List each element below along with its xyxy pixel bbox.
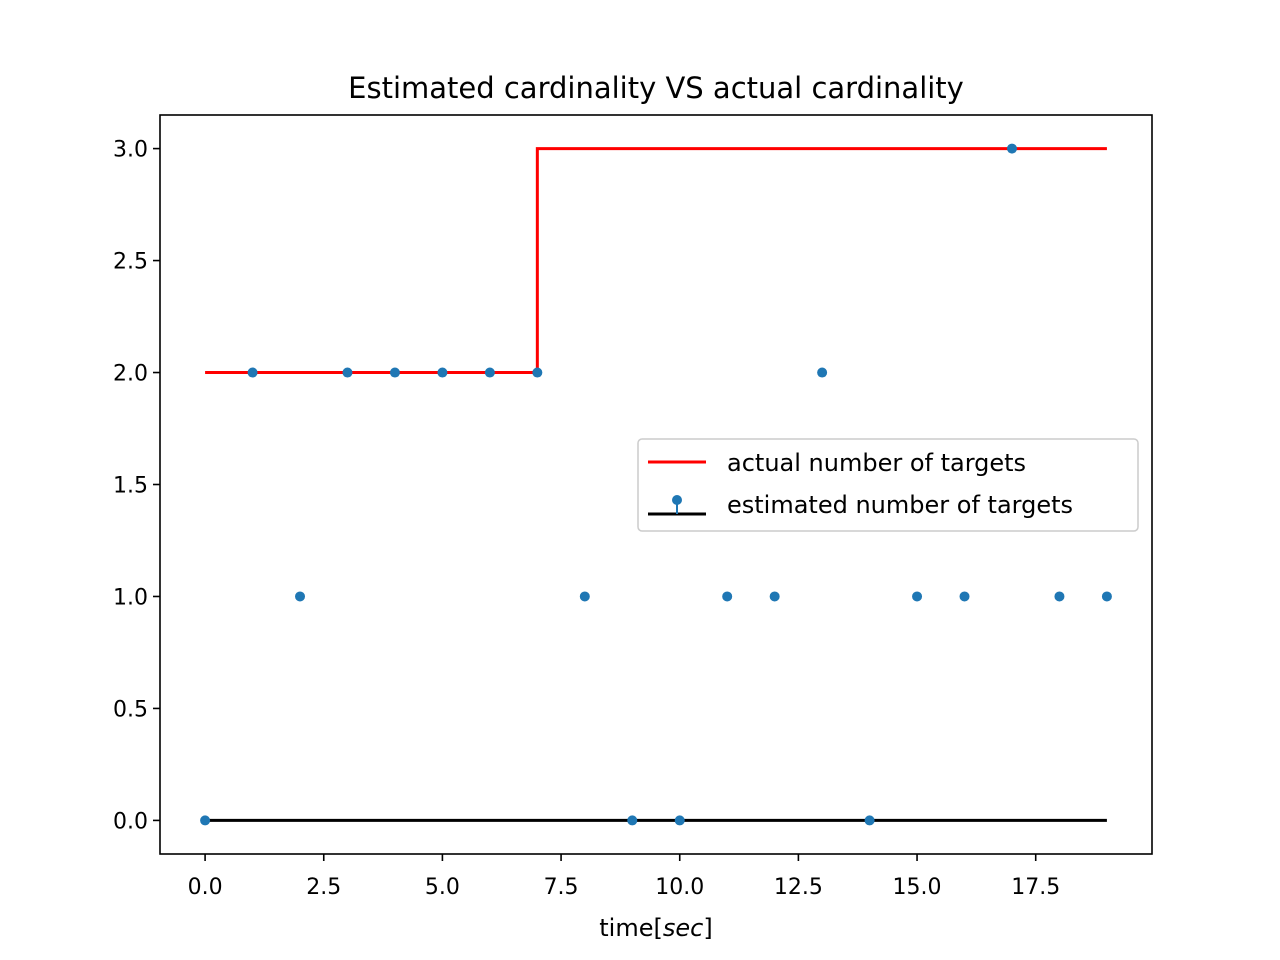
- series-estimated-point: [295, 591, 306, 602]
- series-estimated-point: [864, 815, 875, 826]
- series-estimated-point: [627, 815, 638, 826]
- series-estimated-point: [247, 367, 258, 378]
- x-tick-label: 2.5: [306, 875, 341, 900]
- chart-title: Estimated cardinality VS actual cardinal…: [348, 71, 964, 105]
- x-axis-label-close-bracket: ]: [703, 914, 712, 942]
- legend-box: [637, 438, 1139, 532]
- x-axis-label: time[sec]: [599, 914, 712, 942]
- x-tick-label: 0.0: [188, 875, 223, 900]
- plot-content: [200, 143, 1112, 826]
- series-estimated-point: [200, 815, 211, 826]
- x-axis-label-open-bracket: [: [654, 914, 663, 942]
- y-tick-label: 3.0: [113, 138, 148, 163]
- series-estimated-point: [817, 367, 828, 378]
- y-tick-label: 0.5: [113, 697, 148, 722]
- x-axis: 0.0 2.5 5.0 7.5 10.0 12.5 15.0 17.5: [188, 854, 1060, 900]
- x-tick-label: 5.0: [425, 875, 460, 900]
- x-tick-label: 12.5: [774, 875, 823, 900]
- y-tick-label: 2.5: [113, 250, 148, 275]
- y-tick-label: 1.5: [113, 474, 148, 499]
- series-estimated-point: [389, 367, 400, 378]
- legend: actual number of targets estimated numbe…: [637, 438, 1139, 532]
- series-estimated-point: [532, 367, 543, 378]
- series-estimated-point: [1054, 591, 1065, 602]
- x-axis-label-text: time: [599, 914, 653, 942]
- x-tick-label: 7.5: [544, 875, 579, 900]
- series-estimated-point: [1006, 143, 1017, 154]
- series-estimated-point: [769, 591, 780, 602]
- series-estimated-point: [484, 367, 495, 378]
- x-axis-label-unit: sec: [663, 914, 703, 942]
- series-estimated-point: [1101, 591, 1112, 602]
- series-actual-line: [205, 147, 1107, 375]
- series-estimated-point: [959, 591, 970, 602]
- series-estimated-point: [674, 815, 685, 826]
- y-tick-label: 2.0: [113, 362, 148, 387]
- legend-estimated-marker-swatch: [672, 495, 682, 505]
- x-tick-label: 17.5: [1011, 875, 1060, 900]
- legend-estimated-label: estimated number of targets: [727, 491, 1073, 519]
- y-tick-label: 1.0: [113, 585, 148, 610]
- x-tick-label: 10.0: [655, 875, 704, 900]
- series-estimated-point: [722, 591, 733, 602]
- y-tick-label: 0.0: [113, 809, 148, 834]
- y-axis: 0.0 0.5 1.0 1.5 2.0 2.5 3.0: [113, 138, 160, 834]
- legend-actual-label: actual number of targets: [727, 449, 1026, 477]
- series-estimated-point: [912, 591, 923, 602]
- series-estimated-point: [437, 367, 448, 378]
- series-estimated-point: [579, 591, 590, 602]
- series-estimated-point: [342, 367, 353, 378]
- x-tick-label: 15.0: [893, 875, 942, 900]
